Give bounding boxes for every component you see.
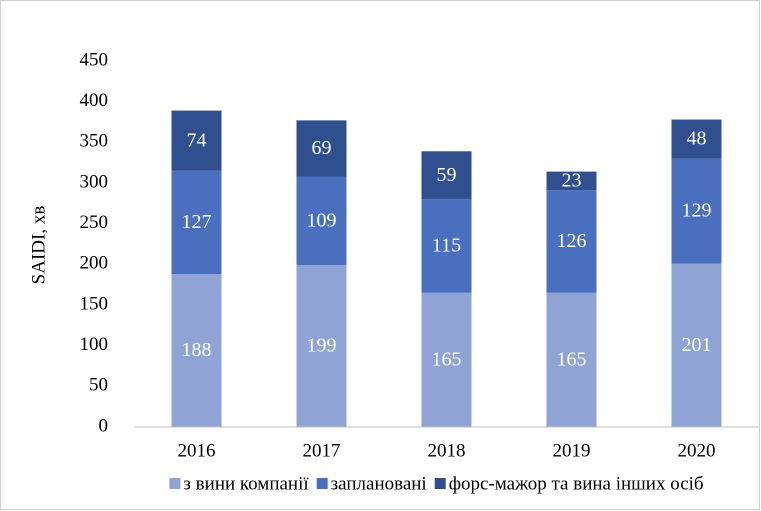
- bar-segment: [421, 151, 472, 200]
- y-tick-label: 100: [80, 334, 109, 355]
- bar-segment: [171, 274, 222, 427]
- legend-swatch: [316, 478, 328, 489]
- x-tick-label: 2018: [428, 440, 466, 461]
- y-tick-label: 150: [80, 293, 109, 314]
- value-label: 23: [562, 170, 582, 192]
- legend-swatch: [169, 478, 181, 489]
- y-tick-label: 400: [80, 90, 109, 111]
- x-tick-label: 2020: [678, 440, 716, 461]
- y-axis-label: SAIDI, хв: [28, 206, 49, 285]
- bar-segment: [546, 292, 597, 427]
- bar-segment: [671, 158, 722, 264]
- y-tick-label: 300: [80, 171, 109, 192]
- value-label: 129: [682, 200, 712, 222]
- bar-segment: [421, 199, 472, 293]
- legend-swatch: [434, 478, 446, 489]
- y-tick-label: 350: [80, 131, 109, 152]
- y-tick-label: 0: [99, 415, 109, 436]
- y-tick-label: 50: [89, 375, 108, 396]
- legend-label: форс-мажор та вина інших осіб: [449, 473, 704, 494]
- bar-segment: [296, 120, 347, 177]
- bar-segment: [546, 171, 597, 191]
- x-tick-label: 2016: [178, 440, 216, 461]
- value-label: 115: [432, 235, 461, 257]
- value-label: 165: [557, 348, 587, 370]
- y-tick-label: 450: [80, 49, 109, 70]
- value-label: 109: [307, 209, 337, 231]
- value-label: 74: [187, 129, 207, 151]
- bar-segment: [671, 119, 722, 159]
- x-tick-label: 2019: [553, 440, 591, 461]
- value-label: 201: [682, 334, 712, 356]
- bar-segment: [671, 263, 722, 427]
- x-tick-label: 2017: [303, 440, 341, 461]
- value-label: 59: [437, 164, 457, 186]
- value-label: 165: [432, 348, 462, 370]
- legend-label: з вини компанії: [183, 473, 309, 494]
- value-label: 69: [312, 137, 332, 159]
- bar-segment: [546, 190, 597, 293]
- y-tick-label: 200: [80, 253, 109, 274]
- bar-segment: [296, 176, 347, 266]
- value-label: 48: [687, 128, 707, 150]
- bar-segment: [171, 170, 222, 275]
- bar-segment: [171, 110, 222, 171]
- bar-segment: [296, 265, 347, 427]
- legend-label: заплановані: [331, 473, 427, 494]
- y-tick-label: 250: [80, 212, 109, 233]
- bar-segment: [421, 292, 472, 427]
- value-label: 127: [182, 211, 212, 233]
- value-label: 126: [557, 230, 587, 252]
- value-label: 188: [182, 339, 212, 361]
- value-label: 199: [307, 335, 337, 357]
